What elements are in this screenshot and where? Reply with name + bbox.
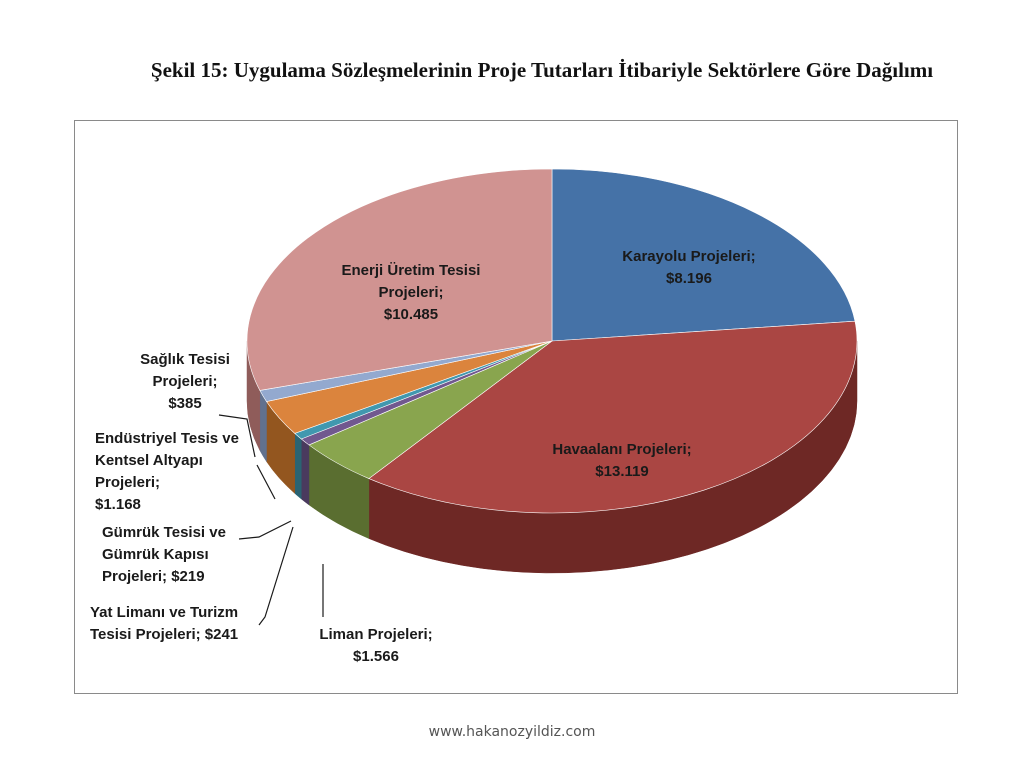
slice-label-6: Sağlık Tesisi Projeleri; $385 — [140, 351, 230, 412]
slice-label-line: Havaalanı Projeleri; — [552, 441, 691, 458]
slice-label-line: $1.566 — [353, 648, 399, 665]
slice-label-line: Kentsel Altyapı — [95, 452, 203, 469]
slice-label-line: Projeleri; — [378, 284, 443, 301]
slice-label-4: Gümrük Tesisi ve Gümrük Kapısı Projeleri; … — [102, 524, 226, 585]
pie-slice-1 — [368, 320, 858, 514]
slice-label-line: Projeleri; — [95, 474, 160, 491]
slice-label-line: Projeleri; — [152, 373, 217, 390]
slice-label-line: Yat Limanı ve Turizm — [90, 604, 238, 621]
leader-line-6 — [218, 414, 256, 458]
slice-label-line: $10.485 — [384, 306, 438, 323]
slice-label-3: Yat Limanı ve Turizm Tesisi Projeleri; $2… — [90, 604, 238, 643]
pie-side-6 — [259, 390, 267, 463]
slice-labels: Karayolu Projeleri; $8.196 Havaalanı Proje… — [90, 248, 756, 665]
footer-url: www.hakanozyildiz.com — [428, 724, 596, 740]
pie-side-4 — [294, 432, 302, 500]
slice-label-5: Endüstriyel Tesis ve Kentsel Altyapı Proje… — [95, 430, 239, 513]
slice-label-line: Liman Projeleri; — [319, 626, 432, 643]
slice-label-line: Sağlık Tesisi — [140, 351, 230, 368]
chart-title: Şekil 15: Uygulama Sözleşmelerinin Proje… — [150, 58, 934, 82]
slice-label-line: Endüstriyel Tesis ve — [95, 430, 239, 447]
slice-label-line: Gümrük Tesisi ve — [102, 524, 226, 541]
chart-frame: Karayolu Projeleri; $8.196 Havaalanı Proje… — [74, 120, 958, 694]
pie-side-3 — [301, 438, 310, 506]
slice-label-2: Liman Projeleri; $1.566 — [319, 626, 432, 665]
slice-label-line: Tesisi Projeleri; $241 — [90, 626, 238, 643]
slice-label-line: $8.196 — [666, 270, 712, 287]
leader-lines — [218, 414, 324, 626]
slice-label-line: Enerji Üretim Tesisi — [342, 262, 481, 279]
slice-label-line: Projeleri; $219 — [102, 568, 205, 585]
pie-slice-7 — [246, 168, 553, 391]
pie-slice-0 — [551, 168, 856, 342]
leader-line-5 — [256, 464, 276, 500]
pie-sides — [246, 340, 858, 574]
slice-label-line: Karayolu Projeleri; — [622, 248, 755, 265]
pie-chart: Karayolu Projeleri; $8.196 Havaalanı Proje… — [90, 168, 858, 665]
leader-line-3 — [258, 526, 294, 626]
slice-label-line: Gümrük Kapısı — [102, 546, 209, 563]
slice-label-7: Enerji Üretim Tesisi Projeleri; $10.485 — [342, 262, 481, 323]
leader-line-4 — [238, 520, 292, 540]
slice-label-line: $1.168 — [95, 496, 141, 513]
slice-label-1: Havaalanı Projeleri; $13.119 — [552, 441, 691, 480]
pie-tops — [246, 168, 858, 514]
slice-label-0: Karayolu Projeleri; $8.196 — [622, 248, 755, 287]
slice-label-line: $385 — [168, 395, 201, 412]
slice-label-line: $13.119 — [595, 463, 648, 480]
